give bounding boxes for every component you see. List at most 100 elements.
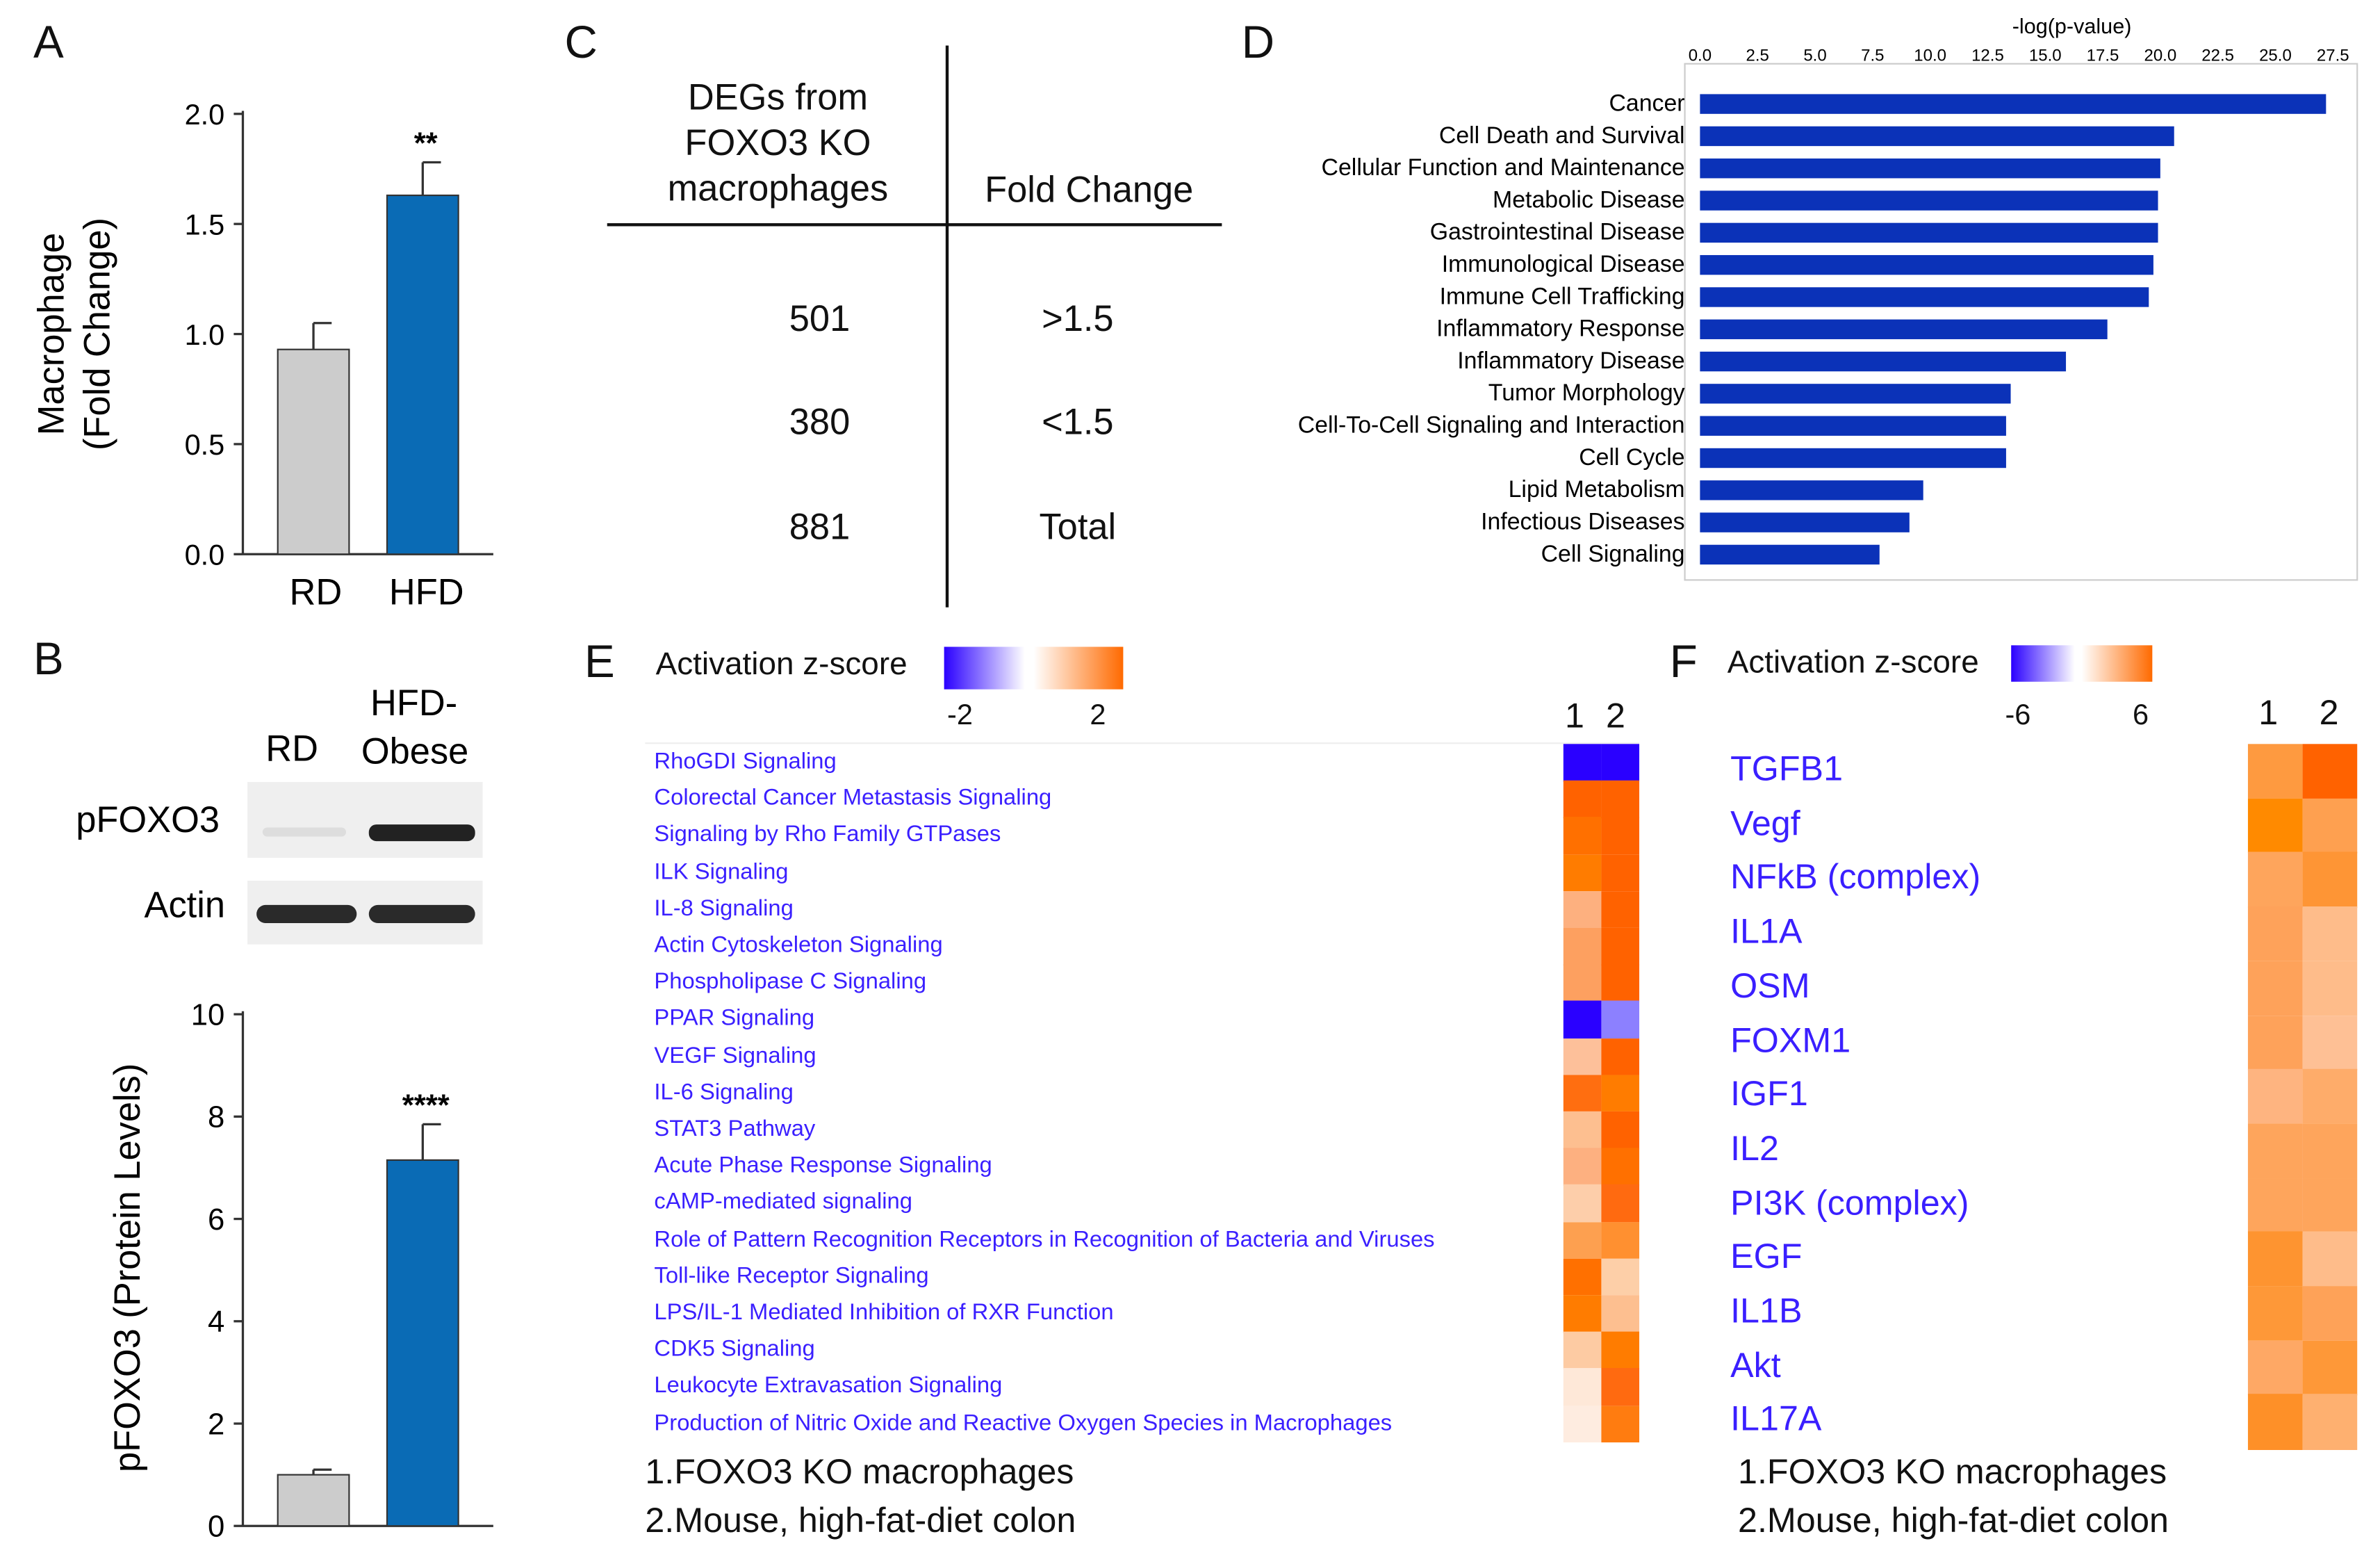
x-tick-label: 15.0 bbox=[2029, 46, 2062, 65]
heatmap-row-label[interactable]: IL-8 Signaling bbox=[654, 895, 794, 922]
heatmap-row-label[interactable]: RhoGDI Signaling bbox=[654, 748, 837, 774]
panel-label-e: E bbox=[584, 637, 615, 688]
heatmap-cell bbox=[1601, 1001, 1640, 1039]
x-tick-label: 12.5 bbox=[1971, 46, 2004, 65]
plot-frame bbox=[1684, 63, 2358, 581]
y-tick-label: 6 bbox=[208, 1203, 224, 1237]
heatmap-row-label[interactable]: LPS/IL-1 Mediated Inhibition of RXR Func… bbox=[654, 1299, 1114, 1326]
heatmap-cell bbox=[1563, 1111, 1602, 1149]
panel-label-f: F bbox=[1669, 637, 1698, 688]
heatmap-row-label[interactable]: IL1A bbox=[1730, 911, 1803, 951]
heatmap-cell bbox=[2247, 1069, 2303, 1125]
heatmap-f-col-1: 1 bbox=[2258, 692, 2279, 732]
heatmap-cell bbox=[2247, 1178, 2303, 1233]
heatmap-row-label[interactable]: NFkB (complex) bbox=[1730, 856, 1981, 897]
bar-rd bbox=[277, 348, 350, 555]
category-label: Inflammatory Response bbox=[1436, 316, 1684, 342]
bar-hfd bbox=[386, 194, 459, 555]
heatmap-row-label[interactable]: Colorectal Cancer Metastasis Signaling bbox=[654, 785, 1052, 811]
heatmap-row-label[interactable]: Actin Cytoskeleton Signaling bbox=[654, 932, 943, 959]
y-tick-label: 10 bbox=[191, 997, 225, 1032]
heatmap-row-label[interactable]: EGF bbox=[1730, 1236, 1803, 1276]
heatmap-row-label[interactable]: FOXM1 bbox=[1730, 1019, 1851, 1059]
heatmap-row-label[interactable]: STAT3 Pathway bbox=[654, 1116, 816, 1142]
y-tick-label: 4 bbox=[208, 1305, 224, 1339]
heatmap-row-label[interactable]: IGF1 bbox=[1730, 1073, 1808, 1114]
blot-lane-hfd-2: Obese bbox=[361, 731, 469, 773]
heatmap-row-label[interactable]: IL2 bbox=[1730, 1127, 1779, 1168]
x-axis-title: -log(p-value) bbox=[2012, 15, 2132, 38]
heatmap-row-label[interactable]: VEGF Signaling bbox=[654, 1042, 816, 1068]
heatmap-row-label[interactable]: Signaling by Rho Family GTPases bbox=[654, 822, 1001, 848]
x-tick-label: 5.0 bbox=[1803, 46, 1826, 65]
heatmap-cell bbox=[2247, 1015, 2303, 1070]
x-tick-label: 2.5 bbox=[1746, 46, 1769, 65]
heatmap-row-label[interactable]: cAMP-mediated signaling bbox=[654, 1189, 912, 1216]
heatmap-f-col-2: 2 bbox=[2319, 692, 2339, 732]
heatmap-row-label[interactable]: ILK Signaling bbox=[654, 858, 789, 885]
y-tick-label: 1.0 bbox=[185, 318, 225, 351]
heatmap-e-legend-title: Activation z-score bbox=[655, 646, 908, 682]
y-tick-label: 8 bbox=[208, 1100, 224, 1134]
heatmap-row-label[interactable]: CDK5 Signaling bbox=[654, 1336, 815, 1362]
x-tick-label: 25.0 bbox=[2259, 46, 2292, 65]
heatmap-cell bbox=[2302, 961, 2358, 1016]
x-tick-label: 22.5 bbox=[2201, 46, 2234, 65]
category-label: Inflammatory Disease bbox=[1457, 348, 1684, 374]
heatmap-cell bbox=[1601, 964, 1640, 1002]
blot-lane-hfd-1: HFD- bbox=[370, 683, 458, 724]
heatmap-cell bbox=[1563, 817, 1602, 855]
significance-label: **** bbox=[402, 1088, 450, 1122]
heatmap-row-label[interactable]: Akt bbox=[1730, 1344, 1781, 1385]
heatmap-row-label[interactable]: Phospholipase C Signaling bbox=[654, 968, 927, 995]
heatmap-row-label[interactable]: Leukocyte Extravasation Signaling bbox=[654, 1373, 1003, 1399]
heatmap-cell bbox=[1601, 1332, 1640, 1369]
heatmap-e-col-2: 2 bbox=[1605, 695, 1625, 735]
heatmap-row-label[interactable]: Production of Nitric Oxide and Reactive … bbox=[654, 1410, 1393, 1436]
x-tick-label: 0.0 bbox=[1689, 46, 1712, 65]
heatmap-cell bbox=[1563, 1405, 1602, 1443]
heatmap-cell bbox=[2302, 1340, 2358, 1396]
heatmap-cell bbox=[1563, 1038, 1602, 1076]
heatmap-row-label[interactable]: IL1B bbox=[1730, 1290, 1803, 1330]
heatmap-row-label[interactable]: Acute Phase Response Signaling bbox=[654, 1152, 992, 1179]
heatmap-cell bbox=[2302, 1178, 2358, 1233]
y-tick-label: 0.0 bbox=[185, 539, 225, 571]
blot-image-pfoxo3 bbox=[247, 781, 483, 858]
heatmap-row-label[interactable]: TGFB1 bbox=[1730, 748, 1844, 788]
x-tick-label: HFD bbox=[389, 572, 464, 612]
y-tick-label: 1.5 bbox=[185, 208, 225, 241]
heatmap-row-label[interactable]: PPAR Signaling bbox=[654, 1005, 815, 1032]
table-count: 881 bbox=[789, 507, 851, 548]
y-axis-label: (Fold Change) bbox=[77, 218, 117, 450]
heatmap-row-label[interactable]: Vegf bbox=[1730, 802, 1800, 842]
x-tick-label: 27.5 bbox=[2317, 46, 2349, 65]
bar-infectious-diseases bbox=[1700, 512, 1910, 532]
heatmap-cell bbox=[1601, 1111, 1640, 1149]
heatmap-cell bbox=[2302, 1123, 2358, 1179]
y-tick-label: 2 bbox=[208, 1407, 224, 1441]
chart-d-pathways: -log(p-value) 0.0 2.5 5.0 7.5 10.0 12.5 15.0 17.… bbox=[1298, 15, 2358, 581]
heatmap-cell bbox=[1601, 1038, 1640, 1076]
heatmap-f-legend-title: Activation z-score bbox=[1727, 645, 1979, 681]
heatmap-e-top-rule bbox=[645, 742, 1640, 744]
heatmap-row-label[interactable]: IL17A bbox=[1730, 1399, 1822, 1439]
heatmap-f-legend-min: -6 bbox=[2005, 699, 2031, 732]
heatmap-row-label[interactable]: IL-6 Signaling bbox=[654, 1079, 794, 1105]
heatmap-cell bbox=[1563, 854, 1602, 892]
heatmap-f-colorbar bbox=[2011, 645, 2153, 682]
bar-cell-cycle bbox=[1700, 448, 2006, 469]
heatmap-row-label[interactable]: Toll-like Receptor Signaling bbox=[654, 1262, 929, 1289]
heatmap-cell bbox=[1563, 927, 1602, 966]
panel-label-a: A bbox=[33, 18, 64, 69]
heatmap-row-label[interactable]: PI3K (complex) bbox=[1730, 1182, 1969, 1222]
panel-label-c: C bbox=[564, 18, 598, 69]
heatmap-cell bbox=[2302, 852, 2358, 908]
heatmap-row-label[interactable]: Role of Pattern Recognition Receptors in… bbox=[654, 1226, 1435, 1253]
heatmap-row-label[interactable]: OSM bbox=[1730, 965, 1810, 1005]
heatmap-e-colorbar bbox=[944, 646, 1124, 690]
x-tick-label: RD bbox=[289, 572, 342, 612]
heatmap-cell bbox=[2247, 1123, 2303, 1179]
y-axis-label: Macrophage bbox=[32, 233, 72, 435]
heatmap-cell bbox=[1601, 1221, 1640, 1260]
